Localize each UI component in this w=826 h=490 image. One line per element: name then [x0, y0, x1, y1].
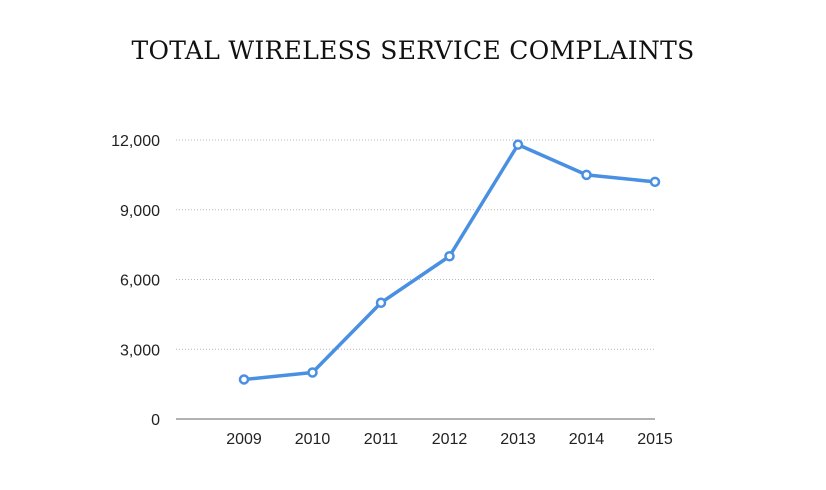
y-tick-label: 12,000: [111, 133, 160, 150]
x-tick-label: 2015: [637, 431, 673, 448]
data-point: [512, 139, 524, 150]
x-axis-ticks: 2009 2010 2011 2012 2013 2014 2015: [226, 431, 673, 448]
data-point: [581, 169, 592, 181]
y-axis-ticks: 0 3,000 6,000 9,000 12,000: [111, 133, 160, 429]
x-tick-label: 2010: [295, 431, 331, 448]
y-tick-label: 0: [151, 412, 160, 429]
y-tick-label: 6,000: [120, 273, 160, 290]
x-tick-label: 2012: [432, 431, 468, 448]
series: [238, 139, 661, 385]
y-tick-label: 3,000: [120, 342, 160, 359]
data-point: [375, 297, 387, 308]
data-point: [307, 367, 318, 378]
y-tick-label: 9,000: [120, 203, 160, 220]
data-point: [444, 251, 455, 262]
series-line: [242, 142, 657, 382]
grid-lines: [176, 139, 655, 350]
data-point: [649, 176, 661, 188]
x-tick-label: 2011: [364, 431, 399, 448]
chart-title: TOTAL WIRELESS SERVICE COMPLAINTS: [131, 36, 695, 65]
data-point: [238, 374, 250, 385]
x-tick-label: 2013: [500, 431, 536, 448]
x-tick-label: 2014: [569, 431, 605, 448]
x-tick-label: 2009: [226, 431, 262, 448]
